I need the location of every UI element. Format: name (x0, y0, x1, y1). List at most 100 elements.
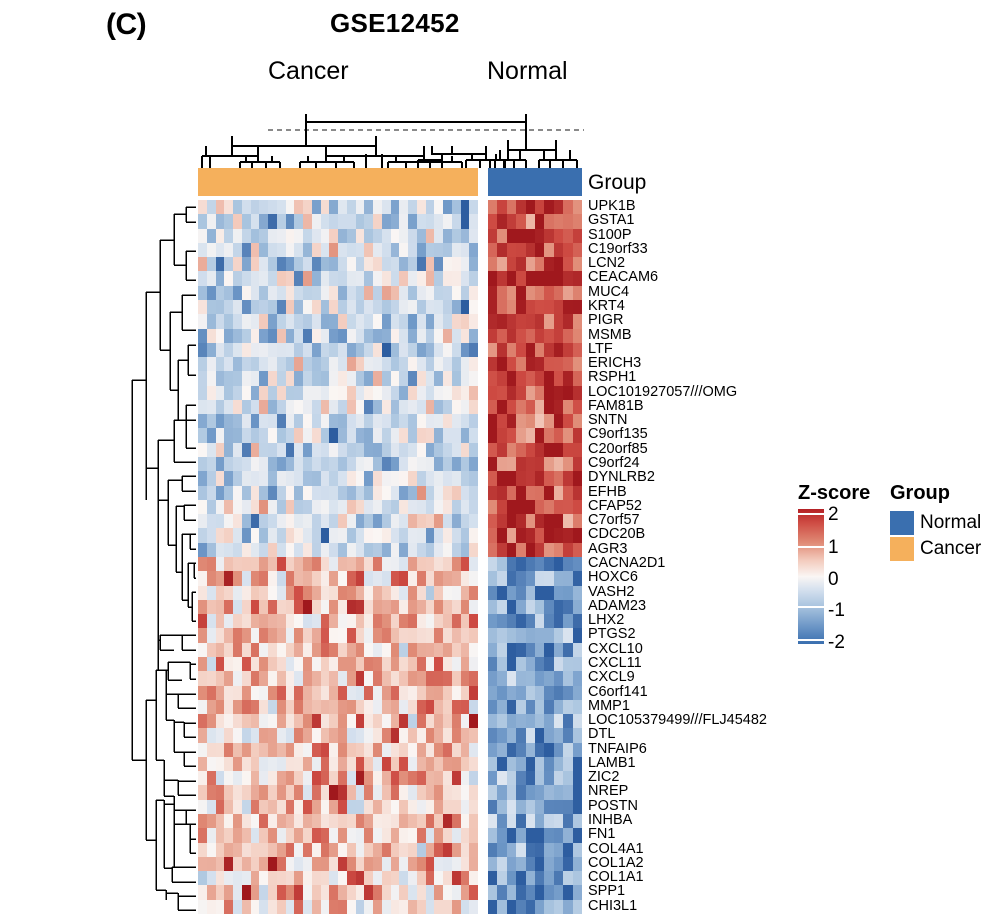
heatmap-cell (338, 399, 347, 415)
heatmap-cell (373, 556, 382, 572)
heatmap-cell (451, 471, 461, 486)
heatmap-cell (233, 528, 242, 543)
heatmap-cell (303, 357, 312, 372)
heatmap-cell (497, 542, 507, 557)
heatmap-cell (416, 571, 426, 586)
heatmap-cell (506, 714, 517, 729)
heatmap-cell (373, 385, 382, 400)
heatmap-cell (373, 414, 382, 429)
heatmap-cell (488, 328, 498, 343)
heatmap-cell (259, 642, 268, 657)
heatmap-cell (206, 742, 216, 757)
heatmap-cell (563, 556, 573, 572)
heatmap-cell (563, 328, 573, 343)
heatmap-cell (364, 799, 373, 815)
heatmap-cell (241, 628, 251, 643)
heatmap-cell (329, 228, 338, 243)
heatmap-cell (259, 299, 268, 315)
heatmap-cell (488, 485, 498, 500)
heatmap-cell (488, 314, 498, 329)
heatmap-cell (408, 385, 417, 400)
heatmap-cell (233, 514, 242, 529)
heatmap-cell (346, 714, 356, 729)
heatmap-cell (381, 656, 391, 672)
heatmap-cell (338, 271, 347, 286)
heatmap-cell (250, 842, 260, 857)
heatmap-cell (303, 371, 312, 386)
heatmap-cell (329, 685, 338, 700)
heatmap-cell (460, 228, 470, 243)
heatmap-cell (233, 799, 242, 815)
heatmap-cell (276, 528, 286, 543)
heatmap-cell (241, 642, 251, 657)
heatmap-cell (206, 728, 216, 743)
heatmap-cell (311, 257, 321, 272)
heatmap-cell (416, 385, 426, 400)
heatmap-cell (525, 885, 535, 900)
heatmap-cell (425, 457, 435, 472)
heatmap-cell (373, 442, 382, 458)
heatmap-cell (215, 842, 225, 857)
heatmap-cell (399, 571, 408, 586)
heatmap-cell (338, 599, 347, 615)
heatmap-cell (268, 871, 277, 886)
heatmap-cell (285, 842, 295, 857)
heatmap-cell (443, 842, 452, 857)
heatmap-cell (311, 714, 321, 729)
heatmap-cell (434, 799, 443, 815)
heatmap-cell (373, 285, 382, 300)
heatmap-cell (329, 271, 338, 286)
heatmap-cell (364, 357, 373, 372)
heatmap-cell (572, 685, 582, 700)
heatmap-cell (198, 485, 207, 500)
heatmap-cell (469, 457, 478, 472)
heatmap-cell (259, 342, 268, 358)
heatmap-cell (488, 357, 498, 372)
heatmap-cell (399, 428, 408, 443)
heatmap-cell (451, 428, 461, 443)
heatmap-cell (469, 242, 478, 258)
gene-label: POSTN (588, 797, 638, 814)
heatmap-cell (311, 785, 321, 800)
heatmap-cell (451, 671, 461, 686)
heatmap-cell (451, 842, 461, 857)
heatmap-cell (198, 471, 207, 486)
heatmap-cell (416, 828, 426, 843)
heatmap-cell (408, 285, 417, 300)
heatmap-cell (250, 242, 260, 258)
heatmap-cell (311, 485, 321, 500)
heatmap-cell (206, 756, 216, 772)
heatmap-cell (469, 200, 478, 215)
heatmap-cell (534, 671, 545, 686)
heatmap-cell (259, 685, 268, 700)
heatmap-cell (198, 428, 207, 443)
heatmap-cell (416, 756, 426, 772)
heatmap-cell (443, 514, 452, 529)
heatmap-cell (303, 699, 312, 715)
heatmap-cell (206, 299, 216, 315)
heatmap-cell (469, 842, 478, 857)
heatmap-cell (469, 571, 478, 586)
heatmap-cell (268, 457, 277, 472)
heatmap-cell (268, 756, 277, 772)
legend-group-item-cancer: Cancer (890, 536, 981, 562)
heatmap-cell (285, 856, 295, 872)
heatmap-cell (311, 399, 321, 415)
heatmap-cell (320, 442, 330, 458)
heatmap-cell (250, 328, 260, 343)
heatmap-cell (390, 242, 400, 258)
heatmap-cell (294, 656, 303, 672)
heatmap-cell (355, 556, 365, 572)
heatmap-cell (233, 271, 242, 286)
heatmap-cell (544, 414, 554, 429)
heatmap-cell (215, 457, 225, 472)
heatmap-cell (338, 285, 347, 300)
heatmap-cell (443, 528, 452, 543)
heatmap-cell (460, 599, 470, 615)
heatmap-cell (311, 885, 321, 900)
heatmap-cell (553, 599, 564, 615)
heatmap-cell (241, 542, 251, 557)
heatmap-cell (516, 442, 526, 458)
heatmap-cell (268, 357, 277, 372)
heatmap-cell (346, 514, 356, 529)
